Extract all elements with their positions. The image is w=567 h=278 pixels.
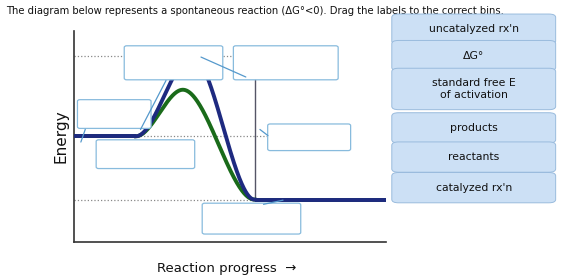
FancyBboxPatch shape (96, 140, 194, 168)
FancyBboxPatch shape (124, 46, 223, 80)
Text: catalyzed rx'n: catalyzed rx'n (435, 183, 512, 193)
Text: ΔG°: ΔG° (463, 51, 484, 61)
Text: The diagram below represents a spontaneous reaction (ΔG°<0). Drag the labels to : The diagram below represents a spontaneo… (6, 6, 503, 16)
FancyBboxPatch shape (234, 46, 338, 80)
Text: products: products (450, 123, 498, 133)
FancyBboxPatch shape (268, 124, 350, 151)
Text: Reaction progress  →: Reaction progress → (157, 262, 297, 275)
Text: reactants: reactants (448, 152, 500, 162)
Text: standard free E
of activation: standard free E of activation (432, 78, 515, 100)
FancyBboxPatch shape (202, 203, 301, 234)
Text: uncatalyzed rx'n: uncatalyzed rx'n (429, 24, 519, 34)
Y-axis label: Energy: Energy (53, 110, 68, 163)
FancyBboxPatch shape (78, 100, 151, 128)
